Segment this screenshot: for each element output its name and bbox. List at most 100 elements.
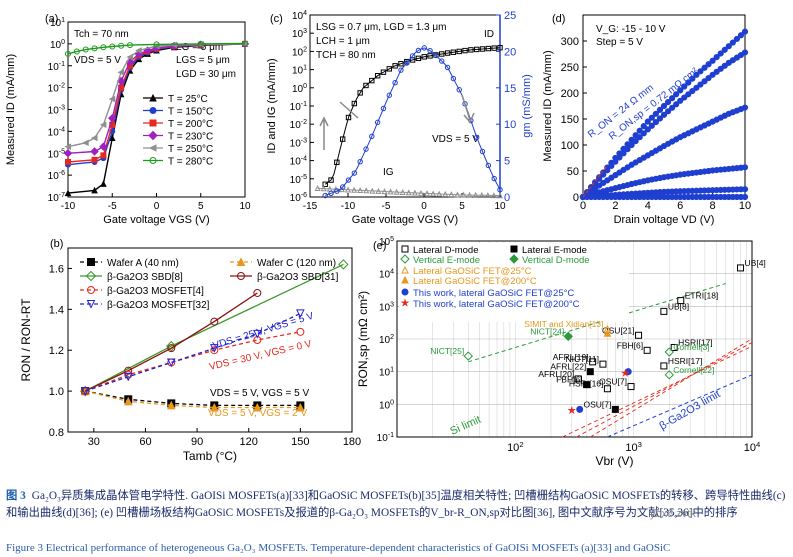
legend-marker	[236, 257, 246, 266]
data-point	[640, 130, 647, 137]
sweep-arrow	[461, 94, 475, 124]
data-point	[427, 53, 433, 59]
annotation: LCH = 1 μm	[316, 36, 370, 47]
point-label: NICT[24]	[530, 326, 564, 336]
x-tick-label: 10	[739, 200, 751, 212]
data-point	[713, 68, 720, 75]
data-point	[693, 71, 700, 78]
data-point	[660, 102, 668, 110]
data-point	[709, 57, 716, 64]
data-point	[670, 343, 678, 351]
data-point	[586, 368, 594, 376]
legend-label: T = 150°C	[168, 107, 213, 118]
point-label: Cornell[3]	[673, 342, 709, 352]
panel-label: (a)	[45, 13, 58, 25]
x-tick-label: -5	[108, 201, 117, 212]
data-point	[705, 74, 712, 82]
legend-label: Vertical D-mode	[522, 255, 590, 266]
data-point	[478, 191, 485, 198]
data-point	[640, 123, 647, 130]
tick-label: 101	[50, 17, 65, 29]
data-point	[339, 184, 346, 190]
data-point	[209, 402, 219, 412]
data-point	[681, 94, 688, 101]
data-point	[339, 136, 346, 142]
data-point	[741, 164, 749, 171]
annotation: VDS = 5 V	[432, 134, 479, 145]
data-point	[166, 358, 176, 368]
data-point	[369, 77, 375, 84]
panel-c: (c) -15 -10 -5 0 5 10 10-6 10-5 10-4 10-3 10-2 10-1 1…	[266, 10, 533, 226]
legend-marker	[510, 245, 518, 253]
legend-label: This work, lateral GaOSiC FET@200°C	[413, 299, 580, 310]
data-point	[456, 48, 462, 55]
legend-label: Vertical E-mode	[413, 255, 480, 266]
figure-canvas: (a)-10 -5 0 5 1010-710-610-510-410-310-210-1…	[5, 10, 766, 468]
data-point	[563, 331, 573, 342]
data-point	[393, 188, 400, 195]
data-point	[705, 61, 712, 68]
legend-marker	[149, 93, 157, 102]
data-point	[635, 331, 643, 339]
data-point	[648, 122, 655, 129]
data-point	[444, 64, 451, 71]
data-point	[124, 366, 133, 375]
data-point	[118, 42, 125, 49]
data-point	[462, 47, 468, 54]
annotation: IG	[383, 167, 394, 178]
data-point	[643, 346, 651, 354]
x-tick-label: 0	[580, 200, 586, 212]
data-point	[404, 60, 410, 66]
data-point	[664, 99, 672, 106]
data-point	[64, 189, 72, 197]
data-point	[357, 187, 364, 194]
legend-marker	[400, 254, 410, 264]
annotation: VDS = 5 V, VGS = 2 V	[208, 408, 307, 419]
x-tick-label: 0	[421, 201, 427, 212]
data-point	[485, 162, 492, 169]
data-point	[374, 119, 381, 126]
annotation: VDS = 5 V, VGS = 5 V	[210, 388, 309, 399]
data-point	[411, 189, 418, 196]
plot-frame	[67, 247, 353, 433]
data-point	[741, 104, 749, 111]
data-point	[567, 405, 577, 415]
data-point	[669, 95, 676, 102]
x-axis-label: Gate voltage VGS (V)	[103, 214, 209, 226]
data-point	[99, 121, 107, 129]
ga2o3-limit-line	[607, 374, 753, 438]
series-line-2	[325, 47, 501, 196]
data-point	[344, 186, 352, 193]
y-tick-label: 50	[567, 166, 579, 178]
series-line-0	[67, 43, 246, 194]
data-point	[741, 186, 749, 193]
point-label: NICT[11]	[566, 354, 599, 364]
data-point	[644, 126, 651, 133]
data-point	[472, 191, 479, 198]
data-point	[456, 87, 462, 93]
legend-marker	[148, 130, 158, 141]
data-point	[669, 104, 676, 111]
y-tick-label: 300	[561, 36, 579, 48]
x-tick-label: 5	[459, 201, 465, 212]
data-point	[351, 100, 358, 107]
legend-label: T = 250°C	[168, 144, 213, 155]
legend-label: T = 200°C	[168, 119, 213, 130]
si-limit-line	[468, 283, 726, 363]
y-tick-label: 1.4	[49, 304, 64, 316]
data-point	[322, 192, 328, 199]
data-point	[374, 73, 381, 79]
limit-line	[590, 338, 753, 438]
data-point	[386, 66, 392, 72]
data-point	[652, 119, 660, 126]
tick-label: 102	[292, 46, 307, 58]
data-point	[153, 41, 160, 48]
data-point	[660, 111, 668, 118]
data-point	[357, 90, 363, 96]
data-point	[583, 381, 591, 389]
series-line-1	[85, 390, 301, 409]
legend-label: T = 25°C	[168, 94, 208, 105]
data-point	[334, 188, 340, 194]
legend-marker	[149, 157, 157, 164]
data-point	[450, 75, 457, 82]
